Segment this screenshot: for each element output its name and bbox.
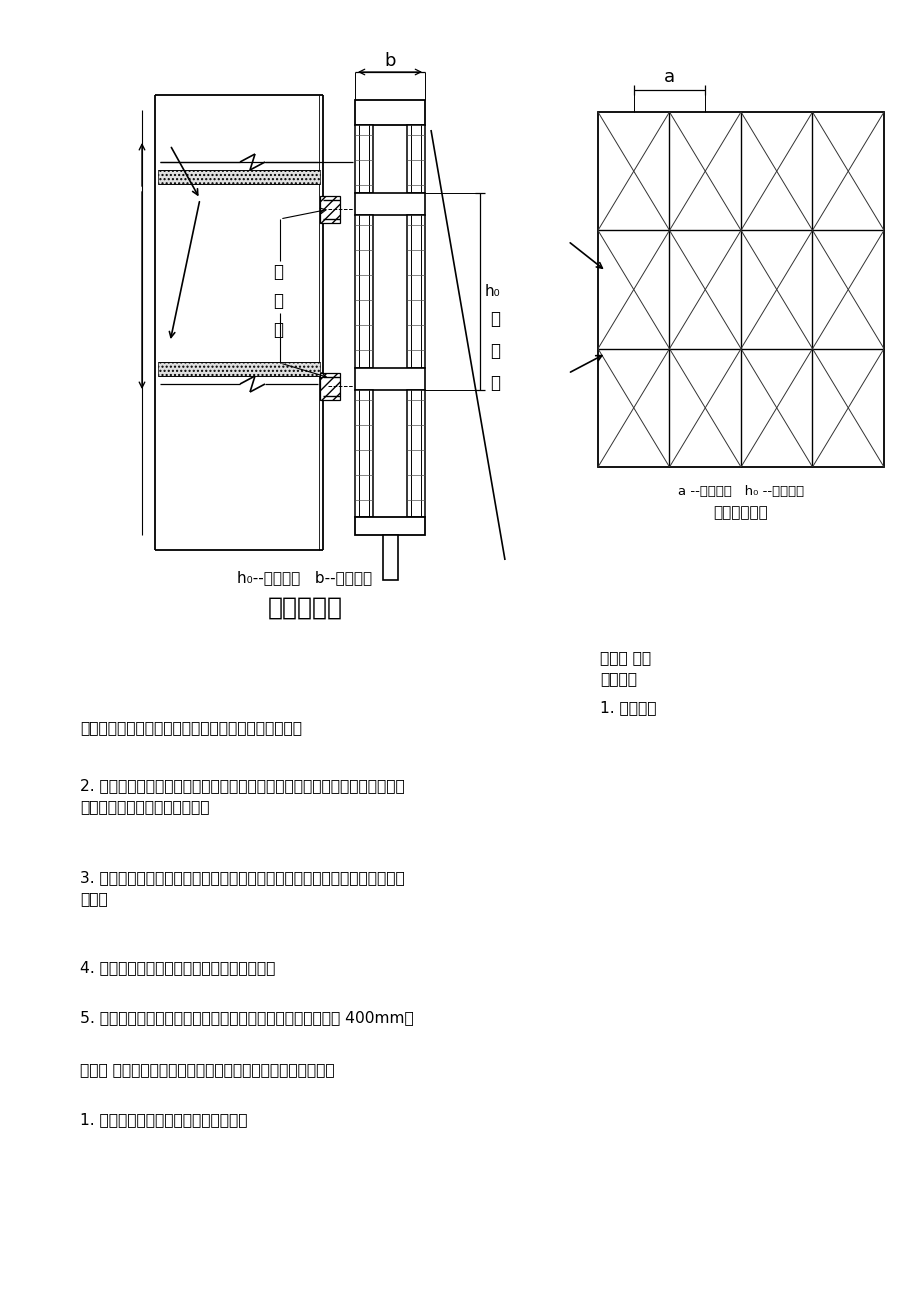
Bar <box>597 112 883 467</box>
Text: h₀: h₀ <box>484 284 500 298</box>
Text: a: a <box>664 68 675 86</box>
Bar <box>355 517 425 535</box>
Text: 剪
刀
撑: 剪 刀 撑 <box>490 310 499 392</box>
Bar <box>355 391 372 517</box>
Text: 1. 扣件规格应与所连钢管外径相匹配。: 1. 扣件规格应与所连钢管外径相匹配。 <box>80 1112 247 1128</box>
Text: 5. 当采用一支一拉的柔性连墙构造时，拉、支点间距应不大于 400mm。: 5. 当采用一支一拉的柔性连墙构造时，拉、支点间距应不大于 400mm。 <box>80 1010 414 1025</box>
Text: （六） 加固件、连墙件等与门架采用扣件连接时应满足的要求: （六） 加固件、连墙件等与门架采用扣件连接时应满足的要求 <box>80 1062 335 1077</box>
Text: （五） 连墙
件的安装: （五） 连墙 件的安装 <box>599 650 651 686</box>
Text: 门架侧面图: 门架侧面图 <box>267 596 342 620</box>
Bar <box>355 368 425 391</box>
Bar <box>406 391 425 517</box>
Bar <box>406 125 425 193</box>
Text: h₀--门架高度   b--门架宽度: h₀--门架高度 b--门架宽度 <box>237 570 372 585</box>
Text: 3. 连墙件埋入墙身的部分必须牢固可靠，连墙件必须垂直于墙面，不允许向上
倾斜。: 3. 连墙件埋入墙身的部分必须牢固可靠，连墙件必须垂直于墙面，不允许向上 倾斜。 <box>80 870 404 906</box>
Bar <box>320 372 340 400</box>
Text: 安装必须随脚手架搭设同步进行，严禁搭设完毕补作。: 安装必须随脚手架搭设同步进行，严禁搭设完毕补作。 <box>80 720 301 736</box>
Bar <box>355 193 425 215</box>
Text: 4. 连墙件应连于上、下两榀门架的接头附近。: 4. 连墙件应连于上、下两榀门架的接头附近。 <box>80 960 275 975</box>
Bar <box>355 100 425 125</box>
Text: 2. 当脚手架操作层高处相邻连墙件以上两步时，应采用临时加强稳定措施，直
到连墙件搭设完毕后方可拆除。: 2. 当脚手架操作层高处相邻连墙件以上两步时，应采用临时加强稳定措施，直 到连墙… <box>80 779 404 815</box>
Text: 门架正立面图: 门架正立面图 <box>713 505 767 519</box>
Bar <box>320 197 340 223</box>
Bar <box>158 171 320 184</box>
Text: 1. 连墙件的: 1. 连墙件的 <box>599 700 656 715</box>
Text: b: b <box>384 52 395 70</box>
Bar <box>158 362 320 376</box>
Text: a --门架间距   h₀ --门架高度: a --门架间距 h₀ --门架高度 <box>677 486 803 497</box>
Text: 加
固
件: 加 固 件 <box>273 263 283 340</box>
Bar <box>382 535 398 579</box>
Bar <box>406 215 425 368</box>
Bar <box>355 215 372 368</box>
Bar <box>355 125 372 193</box>
